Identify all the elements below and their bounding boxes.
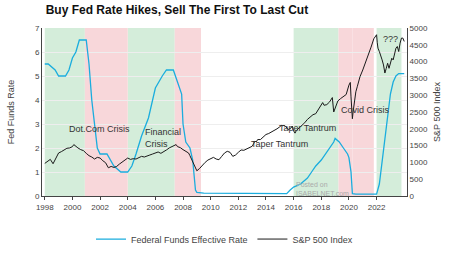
svg-text:Covid Crisis: Covid Crisis	[341, 105, 390, 115]
svg-text:2500: 2500	[410, 108, 428, 117]
svg-text:Federal Funds Effective Rate: Federal Funds Effective Rate	[131, 235, 247, 245]
svg-text:2020: 2020	[340, 203, 358, 212]
svg-text:4000: 4000	[410, 57, 428, 66]
svg-text:2002: 2002	[91, 203, 109, 212]
svg-text:4500: 4500	[410, 41, 428, 50]
svg-text:3500: 3500	[410, 74, 428, 83]
svg-text:3: 3	[35, 120, 40, 129]
svg-text:2012: 2012	[229, 203, 247, 212]
svg-text:2018: 2018	[312, 203, 330, 212]
svg-text:Taper Tantrum: Taper Tantrum	[251, 139, 308, 149]
svg-text:1: 1	[35, 168, 40, 177]
svg-text:5000: 5000	[410, 24, 428, 33]
svg-text:Taper Tantrum: Taper Tantrum	[279, 123, 336, 133]
svg-text:0: 0	[410, 192, 415, 201]
svg-text:Dot.Com Crisis: Dot.Com Crisis	[69, 124, 130, 134]
svg-text:2000: 2000	[410, 125, 428, 134]
svg-text:2: 2	[35, 144, 40, 153]
svg-text:Fed Funds Rate: Fed Funds Rate	[6, 80, 16, 145]
svg-text:3000: 3000	[410, 91, 428, 100]
svg-text:S&P 500 Index: S&P 500 Index	[292, 235, 352, 245]
svg-text:6: 6	[35, 48, 40, 57]
svg-text:2004: 2004	[119, 203, 137, 212]
svg-text:2016: 2016	[285, 203, 303, 212]
svg-text:1998: 1998	[36, 203, 54, 212]
svg-text:2000: 2000	[64, 203, 82, 212]
svg-text:2014: 2014	[257, 203, 275, 212]
svg-text:???: ???	[383, 34, 398, 44]
svg-text:2006: 2006	[146, 203, 164, 212]
svg-text:4: 4	[35, 96, 40, 105]
svg-text:Buy Fed Rate Hikes, Sell The F: Buy Fed Rate Hikes, Sell The First To La…	[46, 3, 309, 17]
svg-text:0: 0	[35, 192, 40, 201]
svg-text:1000: 1000	[410, 158, 428, 167]
svg-text:S&P 500 Index: S&P 500 Index	[432, 82, 442, 142]
svg-text:2008: 2008	[174, 203, 192, 212]
svg-text:1500: 1500	[410, 141, 428, 150]
svg-text:7: 7	[35, 24, 40, 33]
svg-text:Posted onISABELNET.com: Posted onISABELNET.com	[296, 181, 349, 197]
svg-text:5: 5	[35, 72, 40, 81]
svg-text:2010: 2010	[202, 203, 220, 212]
svg-text:2022: 2022	[368, 203, 386, 212]
svg-text:FinancialCrisis: FinancialCrisis	[145, 127, 181, 149]
svg-text:500: 500	[410, 175, 424, 184]
